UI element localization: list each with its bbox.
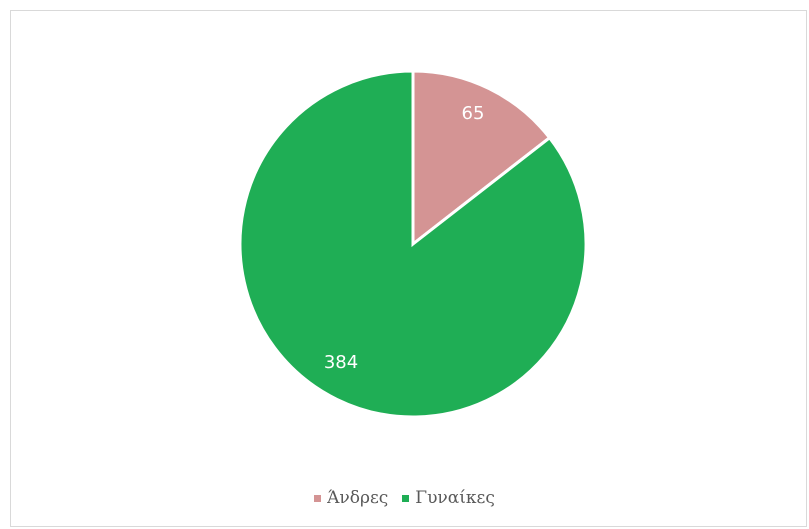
legend-item-women: Γυναίκες: [402, 488, 495, 508]
slice-men: [411, 69, 552, 248]
data-label-men: 65: [462, 103, 485, 124]
data-label-women: 384: [324, 352, 358, 373]
legend-label-men: Άνδρες: [327, 488, 389, 508]
slice-women: [238, 69, 588, 419]
legend-item-men: Άνδρες: [314, 488, 388, 508]
legend-swatch-men: [314, 494, 322, 502]
legend: Άνδρες Γυναίκες: [0, 488, 809, 508]
legend-label-women: Γυναίκες: [415, 488, 495, 508]
legend-swatch-women: [402, 494, 410, 502]
